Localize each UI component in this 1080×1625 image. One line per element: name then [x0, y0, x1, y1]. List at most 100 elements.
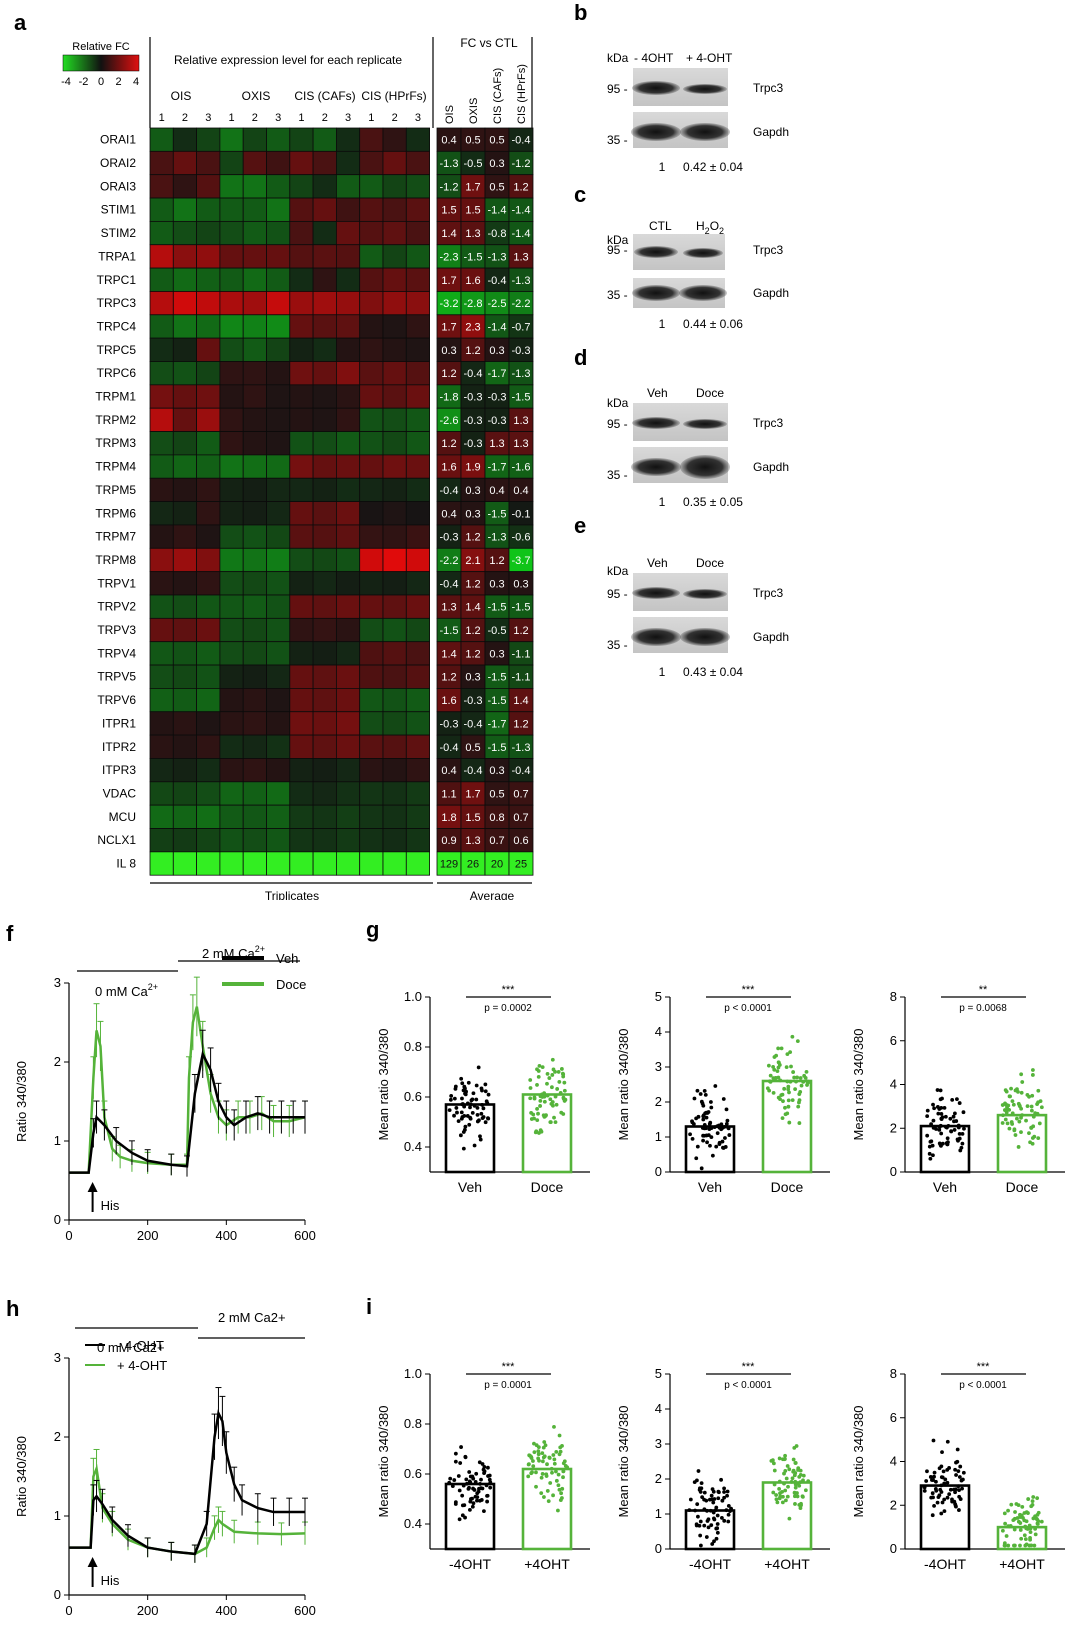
data-point [787, 1516, 792, 1521]
heatmap-cell [405, 291, 430, 316]
p-value: p < 0.0001 [959, 1380, 1007, 1391]
fc-value: -0.3 [488, 392, 507, 404]
data-point [460, 1081, 465, 1086]
heatmap-cell [359, 127, 384, 152]
replicate-label: 1 [159, 112, 165, 124]
fc-value: -0.4 [440, 578, 459, 590]
fc-value: 1.2 [465, 532, 480, 544]
data-point [798, 1076, 803, 1080]
data-point [536, 1069, 541, 1073]
y-tick-label: 2 [655, 1471, 662, 1486]
data-point [704, 1535, 709, 1539]
data-point [792, 1445, 797, 1450]
data-point [691, 1122, 696, 1126]
data-point [452, 1113, 456, 1118]
data-point [771, 1090, 776, 1095]
legend-label: Veh [276, 951, 298, 966]
g-subplot-1: 0.4 0.6 0.8 1.0 Mean ratio 340/380 Veh Doce ***… [376, 984, 590, 1195]
data-point [940, 1500, 945, 1505]
panel-g-bar-scatter: g 0.4 0.6 0.8 1.0 Mean ratio 340/380 Veh Doce *… [366, 917, 1065, 1195]
heatmap-cell [312, 828, 337, 853]
g-subplot-2: 0 1 2 3 4 5 Mean ratio 340/380 Veh Doce *** p < 0.… [616, 984, 830, 1195]
heatmap-cell [149, 734, 174, 759]
data-point [774, 1497, 779, 1502]
data-point [697, 1487, 702, 1492]
data-point [942, 1106, 947, 1110]
data-point [721, 1146, 726, 1150]
data-point [939, 1511, 944, 1516]
data-point [1031, 1068, 1035, 1072]
data-point [1028, 1530, 1033, 1535]
fc-value: 0.3 [489, 158, 504, 170]
gene-label: ITPR3 [102, 763, 136, 777]
data-point [702, 1490, 707, 1495]
data-point [721, 1097, 726, 1101]
heatmap-cell [359, 617, 384, 643]
data-point [935, 1088, 940, 1092]
gene-label: STIM2 [101, 226, 137, 240]
gene-label: TRPV1 [97, 576, 136, 590]
y-axis-label: Mean ratio 340/380 [851, 1028, 866, 1140]
average-column-label: CIS (CAFs) [492, 68, 504, 124]
y-tick-label: 3 [655, 1059, 662, 1074]
quant-label: 1 [659, 665, 666, 679]
panel-letter: d [574, 345, 587, 370]
data-point [942, 1509, 947, 1513]
data-point [956, 1484, 961, 1489]
y-tick-label: 2 [890, 1120, 897, 1135]
data-point [553, 1120, 558, 1125]
fc-value: 0.5 [489, 135, 504, 147]
data-point [486, 1474, 490, 1478]
heatmap-cell [242, 617, 267, 643]
heatmap-cell [405, 501, 430, 526]
heatmap-cell [405, 174, 430, 199]
heatmap-cell [289, 664, 314, 689]
data-point [787, 1090, 791, 1095]
bar-veh [444, 1065, 496, 1174]
y-tick-label: 3 [655, 1436, 662, 1451]
fc-value: 1.6 [441, 462, 456, 474]
heatmap-cell [196, 174, 221, 199]
data-point [940, 1450, 944, 1455]
fc-value: 1.4 [441, 228, 456, 240]
gene-label: TRPV6 [97, 693, 136, 707]
data-point [552, 1457, 557, 1462]
marker-label: 35 - [607, 468, 628, 482]
heatmap-cell [312, 291, 337, 316]
data-point [715, 1513, 720, 1518]
data-point [956, 1138, 960, 1143]
data-point [1024, 1510, 1029, 1515]
data-point [540, 1472, 545, 1476]
replicate-label: 2 [322, 112, 328, 124]
heatmap-cell [312, 781, 337, 806]
bar [761, 1481, 813, 1551]
data-point [556, 1070, 561, 1074]
replicate-label: 2 [392, 112, 398, 124]
data-point [693, 1508, 697, 1513]
data-point [1037, 1121, 1042, 1126]
heatmap-cell [312, 804, 337, 829]
heatmap-cell [289, 711, 314, 736]
heatmap-cell [196, 688, 221, 713]
fc-value: 1.2 [513, 625, 528, 637]
data-point [1007, 1524, 1012, 1529]
data-point [948, 1116, 953, 1121]
data-point [475, 1491, 480, 1496]
heatmap-cell [382, 828, 407, 853]
heatmap-cell [312, 244, 337, 269]
heatmap-cell [359, 337, 384, 362]
heatmap-cell [405, 711, 430, 736]
heatmap-cell [196, 804, 221, 829]
data-point [1024, 1118, 1028, 1123]
fc-value: 1.8 [441, 812, 456, 824]
fc-value: 1.9 [465, 462, 480, 474]
heatmap-cell [172, 127, 198, 152]
panel-f-letter: f [6, 921, 14, 946]
band-label: Trpc3 [753, 586, 784, 600]
heatmap-cell [405, 197, 430, 222]
data-point [803, 1075, 808, 1080]
y-axis-label: Mean ratio 340/380 [851, 1405, 866, 1517]
heatmap-cell [312, 337, 337, 362]
data-point [931, 1102, 935, 1107]
data-point [486, 1465, 490, 1470]
